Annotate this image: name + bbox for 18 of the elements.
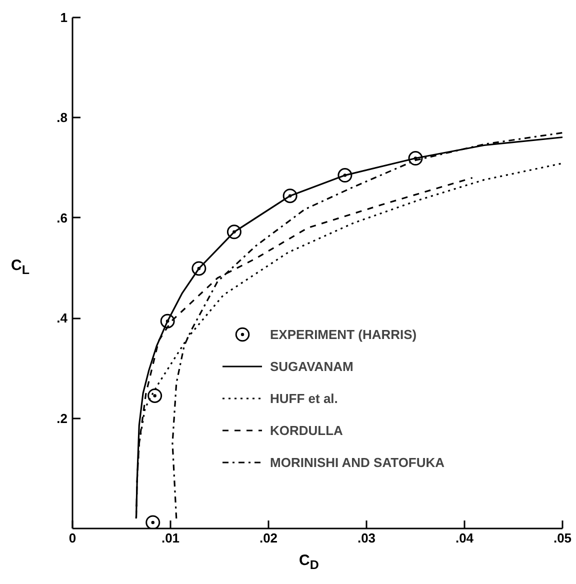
y-tick-label: .8 xyxy=(56,110,68,126)
x-tick-label: .02 xyxy=(259,530,278,546)
x-axis-title: C$_{D}$ xyxy=(299,551,319,574)
x-tick-label: .03 xyxy=(357,530,376,546)
legend-label: EXPERIMENT (HARRIS) xyxy=(270,326,417,342)
legend-label: MORINISHI AND SATOFUKA xyxy=(270,454,445,470)
legend-label: HUFF et al. xyxy=(270,390,338,406)
y-tick-label: .4 xyxy=(56,310,68,326)
y-tick-label: .6 xyxy=(56,210,68,226)
x-tick-label: 0 xyxy=(68,530,76,546)
x-tick-label: .05 xyxy=(553,530,572,546)
x-tick-label: .01 xyxy=(161,530,180,546)
y-tick-label: 1 xyxy=(60,10,68,25)
y-tick-label: .2 xyxy=(56,410,68,426)
legend-label: SUGAVANAM xyxy=(270,358,354,374)
y-axis-title: C$_{L}$ xyxy=(11,256,30,279)
legend-label: KORDULLA xyxy=(270,422,343,438)
x-tick-label: .04 xyxy=(455,530,474,546)
